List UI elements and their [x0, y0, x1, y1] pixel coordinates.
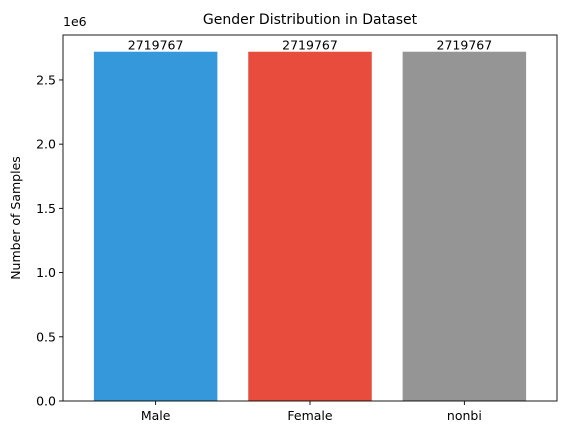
- y-tick-label: 1.0: [36, 265, 56, 280]
- bar-value-label: 2719767: [128, 38, 184, 53]
- plot-frame: [62, 34, 558, 402]
- y-tick-label: 1.5: [36, 201, 56, 216]
- bar-value-label: 2719767: [282, 38, 338, 53]
- bar-value-label: 2719767: [437, 38, 493, 53]
- bar-female: [248, 51, 372, 401]
- y-tick-label: 0.5: [36, 329, 56, 344]
- x-tick-label: Male: [141, 408, 171, 423]
- x-tick-label: nonbi: [447, 408, 482, 423]
- x-tick-label: Female: [287, 408, 333, 423]
- x-axis-ticks: Male Female nonbi: [141, 401, 482, 423]
- y-axis-ticks: 0.0 0.5 1.0 1.5 2.0 2.5: [36, 72, 63, 409]
- bar-nonbi: [402, 51, 527, 401]
- y-axis-label: Number of Samples: [8, 156, 23, 280]
- y-tick-label: 2.0: [36, 137, 56, 152]
- y-tick-label: 2.5: [36, 72, 56, 87]
- y-axis-scale-label: 1e6: [63, 14, 87, 29]
- bars-group: 2719767 2719767 2719767: [93, 38, 527, 401]
- bar-male: [93, 51, 218, 401]
- y-tick-label: 0.0: [36, 394, 56, 409]
- chart-title: Gender Distribution in Dataset: [203, 12, 418, 28]
